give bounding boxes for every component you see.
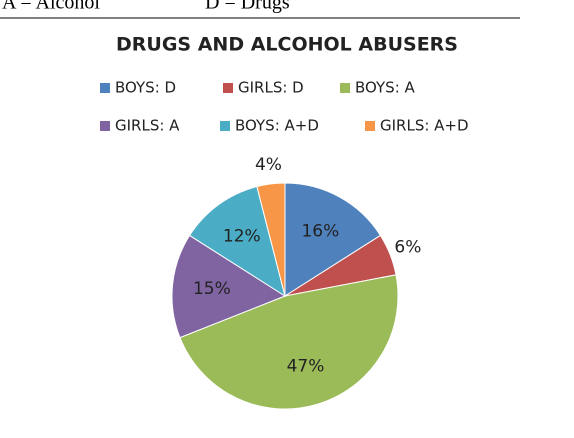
- pie-slice: [256, 182, 286, 297]
- chart-title: DRUGS AND ALCOHOL ABUSERS: [116, 34, 458, 56]
- legend-swatch: [223, 83, 233, 93]
- pie-slice: [179, 274, 399, 410]
- pie-slice: [284, 182, 382, 297]
- header-left: A = Alcohol: [2, 0, 100, 14]
- legend-swatch: [220, 121, 230, 131]
- legend-swatch: [340, 83, 350, 93]
- data-label: 12%: [223, 227, 261, 247]
- legend-swatch: [365, 121, 375, 131]
- data-label: 15%: [193, 279, 231, 299]
- legend-label: GIRLS: A+D: [380, 117, 469, 135]
- data-label: 6%: [394, 237, 421, 257]
- legend-label: GIRLS: A: [115, 117, 180, 135]
- data-label: 16%: [301, 222, 339, 242]
- legend-swatch: [100, 83, 110, 93]
- legend-label: BOYS: A: [355, 79, 416, 97]
- legend-swatch: [100, 121, 110, 131]
- data-label: 47%: [287, 357, 325, 377]
- header-right: D = Drugs: [205, 0, 290, 14]
- legend-label: GIRLS: D: [238, 79, 304, 97]
- pie-slice: [171, 234, 287, 339]
- pie-slice: [188, 185, 286, 298]
- legend-label: BOYS: D: [115, 79, 176, 97]
- legend-label: BOYS: A+D: [235, 117, 319, 135]
- data-label: 4%: [255, 155, 282, 175]
